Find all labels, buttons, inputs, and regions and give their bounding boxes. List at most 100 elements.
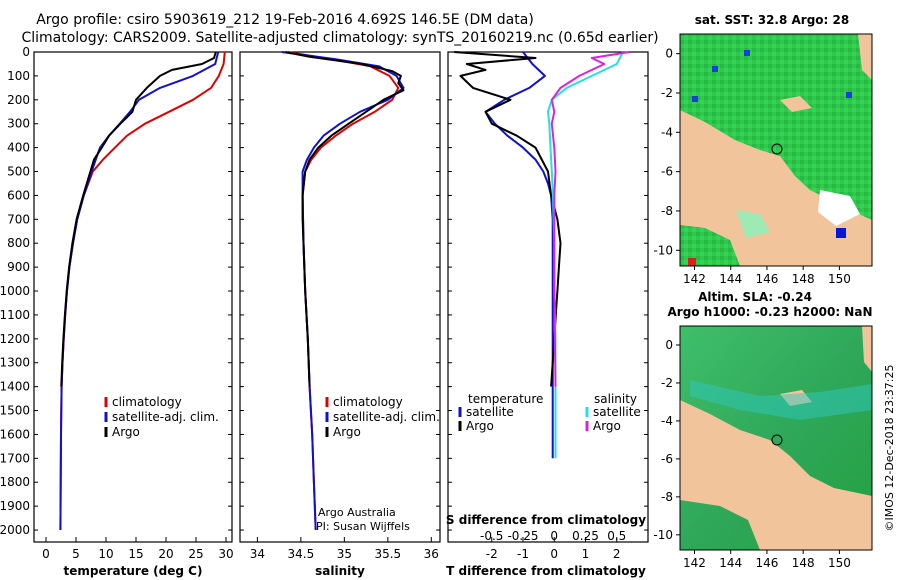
s-difference-xticks: -0.5 -0.25 0 0.25 0.5 xyxy=(480,529,626,543)
sla-land-island xyxy=(862,326,872,372)
sla-map-title-line-2: Argo h1000: -0.23 h2000: NaN xyxy=(667,305,872,319)
legend-argo-label: Argo xyxy=(112,425,140,439)
x-tick-label: 30 xyxy=(218,547,233,561)
salinity-xticks: 34 34.5 35 35.5 36 xyxy=(240,51,440,561)
sst-cloud-gap xyxy=(818,190,860,226)
depth-tick-label: 1700 xyxy=(0,451,30,465)
legend-s-argo-label: Argo xyxy=(593,419,621,433)
x-tick-label: 36 xyxy=(424,547,439,561)
depth-tick-labels: 0 100 200 300 400 500 600 700 800 900 1000 1100 1200… xyxy=(0,45,30,537)
lon-tick-label: 144 xyxy=(719,556,742,570)
lat-tick-label: -8 xyxy=(661,204,673,218)
lon-tick-label: 144 xyxy=(719,272,742,286)
temperature-lines xyxy=(59,51,226,531)
difference-legend-salinity: salinity satellite Argo xyxy=(585,392,641,433)
depth-tick-label: 1500 xyxy=(0,404,30,418)
s-diff-tick-label: -0.5 xyxy=(480,529,503,543)
sla-argo-location-marker xyxy=(771,434,783,446)
sst-lat-ticks: 0 -2 -4 -6 -8 -10 xyxy=(653,47,680,257)
x-tick-label: 20 xyxy=(158,547,173,561)
sst-argo-location-marker xyxy=(771,143,783,155)
depth-tick-label: 200 xyxy=(7,93,30,107)
depth-tick-label: 1900 xyxy=(0,499,30,513)
x-tick-label: 35 xyxy=(337,547,352,561)
depth-tick-label: 400 xyxy=(7,141,30,155)
sst-pixel xyxy=(846,92,852,98)
salinity-panel: 34 34.5 35 35.5 36 salinity climatology sate… xyxy=(239,51,441,578)
x-tick-label: 34.5 xyxy=(288,547,315,561)
temperature-xlabel: temperature (deg C) xyxy=(64,564,203,578)
series-line-temperature-satellite xyxy=(484,51,554,459)
sst-land-island xyxy=(780,96,812,112)
lat-tick-label: -10 xyxy=(653,528,673,542)
sla-map: Altim. SLA: -0.24 Argo h1000: -0.23 h200… xyxy=(653,290,872,570)
lon-tick-label: 146 xyxy=(755,272,778,286)
legend-climatology-label: climatology xyxy=(112,395,182,409)
difference-axes-frame xyxy=(447,51,649,543)
sst-map: sat. SST: 32.8 Argo: 28 xyxy=(653,13,873,286)
temperature-xticks: 0 5 10 15 20 25 30 xyxy=(34,51,234,561)
x-tick-label: 1 xyxy=(582,547,590,561)
x-tick-label: -1 xyxy=(517,547,529,561)
legend-t-argo-label: Argo xyxy=(466,419,494,433)
s-difference-xlabel: S difference from climatology xyxy=(446,513,646,527)
temperature-panel: 0100200300400500600700800900100011001200… xyxy=(0,45,234,578)
sst-warm-pixel xyxy=(688,258,696,266)
x-tick-label: -2 xyxy=(486,547,498,561)
sst-land-new-guinea xyxy=(680,110,872,266)
salinity-xlabel: salinity xyxy=(315,564,365,578)
sla-lat-ticks: 0 -2 -4 -6 -8 -10 xyxy=(653,338,680,542)
lat-tick-label: -6 xyxy=(661,452,673,466)
depth-tick-label: 1600 xyxy=(0,427,30,441)
argo-australia-credit: Argo Australia xyxy=(318,506,396,519)
lat-tick-label: -10 xyxy=(653,243,673,257)
lat-tick-label: -4 xyxy=(661,414,673,428)
depth-tick-label: 0 xyxy=(22,45,30,59)
depth-tick-label: 1200 xyxy=(0,332,30,346)
difference-lines xyxy=(454,51,630,459)
s-diff-tick-label: 0.5 xyxy=(607,529,626,543)
sst-map-title: sat. SST: 32.8 Argo: 28 xyxy=(695,13,849,27)
sst-pixel xyxy=(692,96,698,102)
series-line-argo xyxy=(60,51,217,387)
difference-panel: -2 -1 0 1 2 -0.5 -0.25 0 0.25 0.5 S difference f… xyxy=(446,51,649,578)
t-difference-xticks: -2 -1 0 1 2 xyxy=(448,51,648,561)
s-diff-tick-label: 0 xyxy=(550,529,558,543)
lat-tick-label: -4 xyxy=(661,125,673,139)
x-tick-label: 2 xyxy=(613,547,621,561)
depth-tick-label: 700 xyxy=(7,212,30,226)
lat-tick-label: -6 xyxy=(661,165,673,179)
sst-pixel xyxy=(712,66,718,72)
series-line-salinity-argo xyxy=(550,51,630,387)
lat-tick-label: 0 xyxy=(665,47,673,61)
depth-tick-label: 1000 xyxy=(0,284,30,298)
salinity-legend: climatology satellite-adj. clim. Argo xyxy=(325,395,440,439)
x-tick-label: 34 xyxy=(250,547,265,561)
depth-tick-label: 800 xyxy=(7,236,30,250)
sst-map-frame xyxy=(679,33,873,267)
legend-s-satellite-label: satellite xyxy=(593,405,641,419)
depth-tick-label: 900 xyxy=(7,260,30,274)
legend-salinity-heading: salinity xyxy=(594,392,637,406)
sst-map-image xyxy=(680,34,872,266)
legend-argo-label: Argo xyxy=(333,425,361,439)
lon-tick-label: 150 xyxy=(828,272,851,286)
sla-map-title-line-1: Altim. SLA: -0.24 xyxy=(698,290,812,304)
series-line-temperature-argo xyxy=(454,51,562,387)
sst-argo-marker-square xyxy=(836,228,846,238)
legend-t-satellite-label: satellite xyxy=(466,405,514,419)
lon-tick-label: 148 xyxy=(792,556,815,570)
x-tick-label: 0 xyxy=(550,547,558,561)
sst-land-island xyxy=(858,34,872,80)
sst-pixel xyxy=(744,50,750,56)
sla-lon-ticks: 142 144 146 148 150 xyxy=(683,550,851,570)
lat-tick-label: -2 xyxy=(661,86,673,100)
lon-tick-label: 142 xyxy=(683,272,706,286)
difference-legend-temperature: temperature satellite Argo xyxy=(458,392,543,433)
depth-tick-label: 300 xyxy=(7,117,30,131)
lat-tick-label: 0 xyxy=(665,338,673,352)
sla-map-frame xyxy=(679,325,873,551)
depth-tick-label: 1400 xyxy=(0,380,30,394)
imos-credit: ©IMOS 12-Dec-2018 23:37:25 xyxy=(883,365,896,532)
